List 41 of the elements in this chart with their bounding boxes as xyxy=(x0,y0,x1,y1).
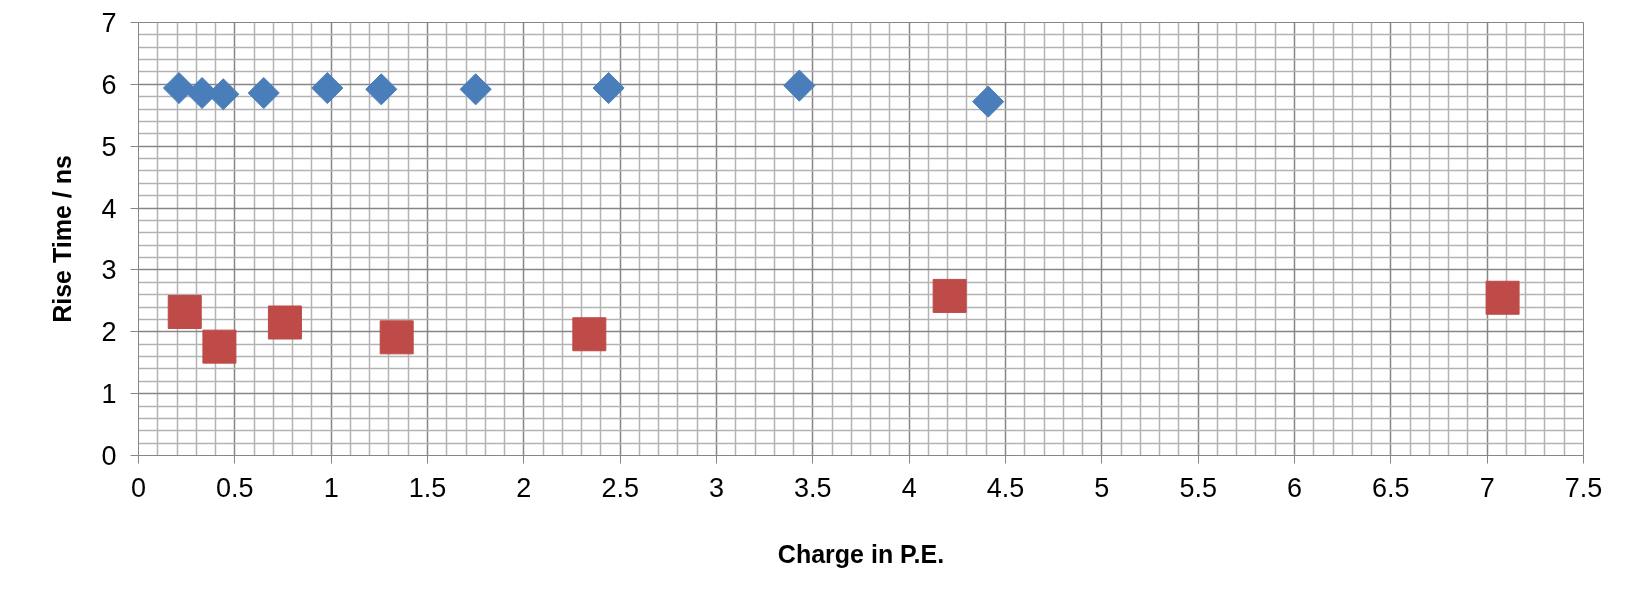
x-tick-label: 3 xyxy=(708,472,725,503)
y-axis-title: Rise Time / ns xyxy=(48,155,77,323)
x-tick-label: 0.5 xyxy=(216,472,254,503)
y-tick-label: 3 xyxy=(101,255,117,286)
x-tick-label: 1.5 xyxy=(408,472,447,503)
x-tick-label: 4.5 xyxy=(986,472,1025,503)
point xyxy=(365,73,398,106)
y-tick-label: 7 xyxy=(101,8,117,38)
x-tick-label: 6 xyxy=(1286,472,1303,503)
x-tick-label: 5 xyxy=(1094,472,1110,503)
y-tick-label: 6 xyxy=(101,69,117,100)
point xyxy=(572,317,607,352)
point xyxy=(783,69,816,102)
y-tick-label: 0 xyxy=(101,441,117,471)
y-tick-label: 1 xyxy=(101,379,117,410)
point xyxy=(162,72,196,105)
point xyxy=(167,294,202,329)
x-tick-label: 3.5 xyxy=(794,472,832,503)
x-tick-label: 5.5 xyxy=(1179,472,1217,503)
point xyxy=(267,305,302,340)
point xyxy=(932,278,967,313)
x-tick-label: 1 xyxy=(323,472,339,503)
point xyxy=(311,72,344,105)
y-tick-label: 5 xyxy=(101,131,117,162)
y-tick-label: 4 xyxy=(101,193,117,224)
point xyxy=(459,73,492,106)
point xyxy=(247,76,280,110)
x-tick-label: 2.5 xyxy=(601,472,639,503)
x-tick-label: 6.5 xyxy=(1372,472,1410,503)
y-tick-label: 2 xyxy=(101,317,117,348)
x-axis-title: Charge in P.E. xyxy=(777,539,945,568)
x-tick-label: 7 xyxy=(1479,472,1495,503)
x-tick-label: 2 xyxy=(516,472,532,503)
point xyxy=(972,85,1005,118)
point xyxy=(1485,280,1520,315)
x-tick-label: 7.5 xyxy=(1564,472,1603,503)
point xyxy=(379,320,414,355)
x-tick-label: 0 xyxy=(130,472,147,503)
point xyxy=(592,72,625,105)
point xyxy=(202,329,237,364)
x-tick-label: 4 xyxy=(901,472,917,503)
